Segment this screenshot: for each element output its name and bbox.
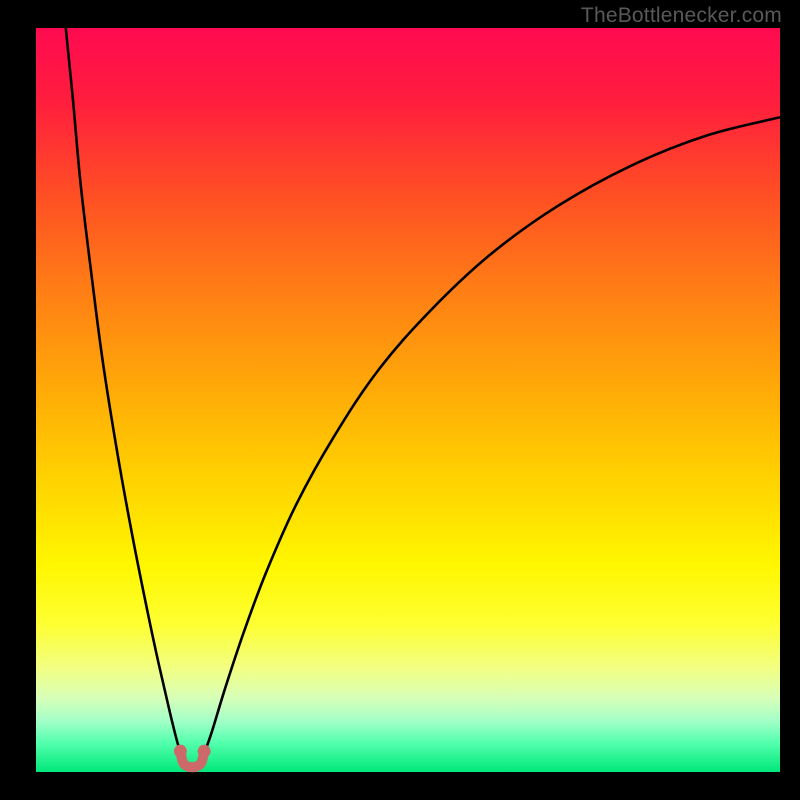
chart-container: TheBottlenecker.com — [0, 0, 800, 800]
background-gradient — [36, 28, 780, 772]
plot-area — [36, 28, 780, 772]
watermark-text: TheBottlenecker.com — [581, 4, 782, 28]
